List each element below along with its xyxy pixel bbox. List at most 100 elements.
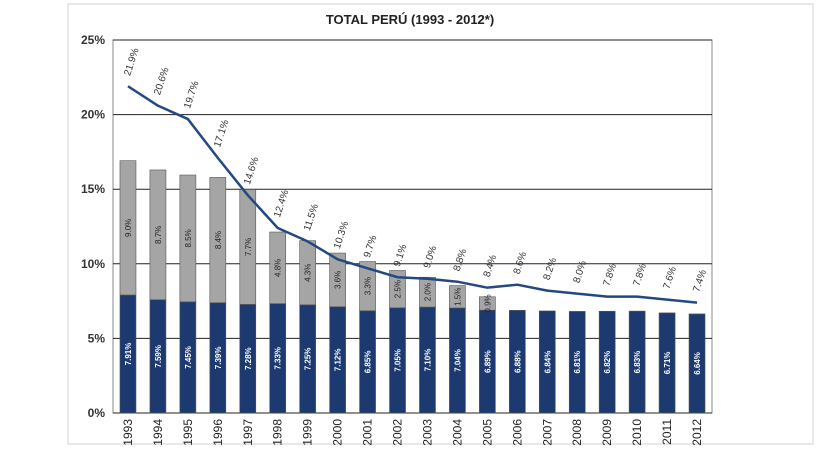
line-label: 10.3% xyxy=(332,220,351,250)
line-label: 7.8% xyxy=(632,262,650,287)
bar-label: 6.83% xyxy=(633,351,642,374)
x-tick-label: 1994 xyxy=(151,419,165,446)
line-label: 20.6% xyxy=(152,66,171,96)
x-tick-label: 2003 xyxy=(420,419,434,446)
bar-label: 7.59% xyxy=(154,345,163,368)
bar-segment xyxy=(449,285,466,309)
chart-title: TOTAL PERÚ (1993 - 2012*) xyxy=(326,12,494,27)
bar-label: 7.7% xyxy=(244,238,253,256)
bar-label: 7.39% xyxy=(214,347,223,370)
x-tick-label: 2000 xyxy=(331,419,345,446)
bar-segment xyxy=(479,296,496,311)
bar-label: 8.5% xyxy=(184,229,193,247)
x-tick-label: 2008 xyxy=(570,419,584,446)
bar-label: 7.05% xyxy=(394,349,403,372)
bar-label: 2.5% xyxy=(394,280,403,298)
bar-label: 4.8% xyxy=(274,259,283,277)
x-tick-label: 1996 xyxy=(211,419,225,446)
bar-segment xyxy=(389,270,406,309)
line-label: 8.0% xyxy=(572,259,590,284)
bar-label: 6.84% xyxy=(543,351,552,374)
bar-segment xyxy=(149,169,167,301)
line-label: 8.6% xyxy=(512,250,530,275)
line-label: 14.6% xyxy=(242,156,261,186)
line xyxy=(127,85,698,304)
line-label: 7.6% xyxy=(661,265,679,290)
bar-segment xyxy=(119,160,137,296)
y-tick-label: 25% xyxy=(81,33,105,47)
x-tick-label: 2006 xyxy=(510,419,524,446)
line-label: 8.4% xyxy=(482,253,500,278)
line-label: 9.1% xyxy=(392,243,410,268)
bar-segment xyxy=(209,177,227,304)
x-tick-label: 2002 xyxy=(391,419,405,446)
x-tick-label: 2010 xyxy=(630,419,644,446)
bar-label: 2.0% xyxy=(423,283,432,301)
line-label: 17.1% xyxy=(212,118,231,148)
x-tick-label: 1997 xyxy=(241,419,255,446)
bar-segment xyxy=(568,311,586,414)
bar-segment xyxy=(239,189,257,305)
bar-segment xyxy=(628,310,646,414)
x-tick-label: 1999 xyxy=(301,419,315,446)
x-tick-label: 1993 xyxy=(121,419,135,446)
x-tick-label: 2009 xyxy=(600,419,614,446)
line-label: 19.7% xyxy=(182,80,201,110)
line-label: 7.4% xyxy=(691,268,709,293)
bar-segment xyxy=(598,310,616,414)
bar-label: 8.7% xyxy=(154,226,163,244)
bar-label: 7.33% xyxy=(274,347,283,370)
bar-segment xyxy=(329,252,346,308)
line-label: 7.8% xyxy=(602,262,620,287)
bar-label: 7.04% xyxy=(453,349,462,372)
plot-area xyxy=(112,39,713,414)
bar-segment xyxy=(359,261,376,312)
frame xyxy=(67,3,814,445)
bar-label: 8.4% xyxy=(214,231,223,249)
bar-label: 6.88% xyxy=(513,350,522,373)
line-label: 9.0% xyxy=(422,244,440,269)
bar-segment xyxy=(179,174,197,303)
bar-label: 7.45% xyxy=(184,346,193,369)
x-tick-label: 2004 xyxy=(450,419,464,446)
bar-label: 6.89% xyxy=(483,350,492,373)
bar-segment xyxy=(538,310,556,414)
bar-label: 3.6% xyxy=(334,271,343,289)
line-label: 21.9% xyxy=(122,47,141,77)
bar-segment xyxy=(509,310,526,414)
line-label: 12.4% xyxy=(272,188,291,218)
bar-label: 7.12% xyxy=(334,349,343,372)
bar-label: 7.25% xyxy=(304,348,313,371)
x-tick-label: 1995 xyxy=(181,419,195,446)
y-tick-label: 20% xyxy=(81,108,105,122)
y-tick-label: 0% xyxy=(88,406,106,420)
bar-label: 7.91% xyxy=(124,343,133,366)
x-tick-label: 2007 xyxy=(540,419,554,446)
x-tick-label: 2001 xyxy=(361,419,375,446)
bar-label: 7.10% xyxy=(423,349,432,372)
bar-segment xyxy=(658,312,676,414)
bar-label: 0.9% xyxy=(483,294,492,312)
bar-label: 6.85% xyxy=(364,351,373,374)
bar-label: 1.5% xyxy=(453,288,462,306)
x-tick-label: 1998 xyxy=(271,419,285,446)
x-tick-label: 2005 xyxy=(480,419,494,446)
line-label: 8.8% xyxy=(452,247,470,272)
bar-label: 6.71% xyxy=(663,352,672,375)
bar-label: 7.28% xyxy=(244,347,253,370)
bar-label: 4.3% xyxy=(304,264,313,282)
bar-label: 6.82% xyxy=(603,351,612,374)
bar-segment xyxy=(419,276,436,308)
x-tick-label: 2011 xyxy=(660,419,674,445)
bar-label: 6.81% xyxy=(573,351,582,374)
bar-label: 6.64% xyxy=(693,352,702,375)
bar-label: 9.0% xyxy=(124,219,133,237)
y-tick-label: 15% xyxy=(81,182,105,196)
line-label: 9.7% xyxy=(362,234,380,259)
line-label: 11.5% xyxy=(302,203,321,233)
bar-label: 3.3% xyxy=(364,277,373,295)
y-tick-label: 10% xyxy=(81,257,105,271)
x-tick-label: 2012 xyxy=(690,419,704,446)
bar-segment xyxy=(688,313,706,414)
